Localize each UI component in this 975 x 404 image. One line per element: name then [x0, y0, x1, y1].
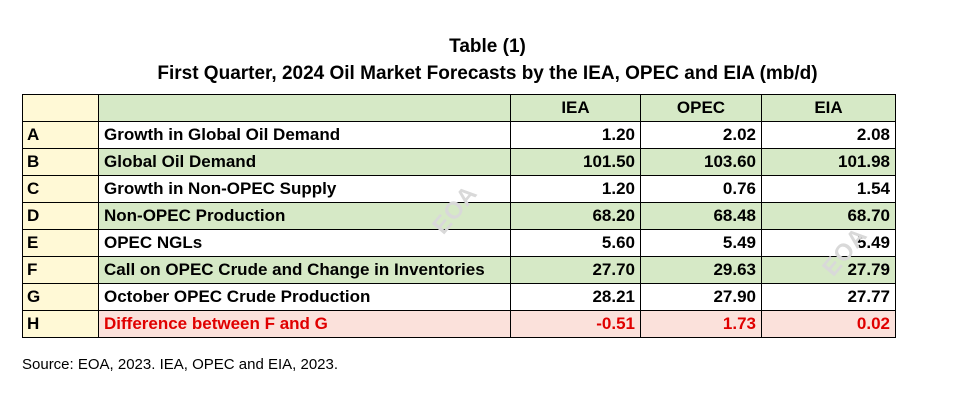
row-letter: E [22, 229, 99, 257]
value-eia: 5.49 [761, 229, 896, 257]
row-label: Non-OPEC Production [98, 202, 511, 230]
table-row: F Call on OPEC Crude and Change in Inven… [22, 256, 896, 284]
value-eia: 0.02 [761, 310, 896, 338]
value-eia: 27.77 [761, 283, 896, 311]
table-title: Table (1) [449, 36, 526, 57]
value-eia: 1.54 [761, 175, 896, 203]
value-opec: 27.90 [640, 283, 762, 311]
table-row: D Non-OPEC Production 68.20 68.48 68.70 [22, 202, 896, 230]
table-row: C Growth in Non-OPEC Supply 1.20 0.76 1.… [22, 175, 896, 203]
value-eia: 27.79 [761, 256, 896, 284]
header-label-cell [98, 94, 511, 122]
value-iea: 1.20 [510, 121, 641, 149]
table-subtitle: First Quarter, 2024 Oil Market Forecasts… [157, 63, 818, 84]
value-opec: 5.49 [640, 229, 762, 257]
value-opec: 2.02 [640, 121, 762, 149]
row-label: Growth in Global Oil Demand [98, 121, 511, 149]
value-iea: 1.20 [510, 175, 641, 203]
value-eia: 2.08 [761, 121, 896, 149]
table-row: E OPEC NGLs 5.60 5.49 5.49 [22, 229, 896, 257]
row-label: OPEC NGLs [98, 229, 511, 257]
value-eia: 101.98 [761, 148, 896, 176]
row-label: Difference between F and G [98, 310, 511, 338]
table-row: B Global Oil Demand 101.50 103.60 101.98 [22, 148, 896, 176]
value-iea: 68.20 [510, 202, 641, 230]
header-letter-cell [22, 94, 99, 122]
value-iea: -0.51 [510, 310, 641, 338]
value-opec: 29.63 [640, 256, 762, 284]
value-iea: 101.50 [510, 148, 641, 176]
row-label: Call on OPEC Crude and Change in Invento… [98, 256, 511, 284]
row-letter: A [22, 121, 99, 149]
header-eia: EIA [761, 94, 896, 122]
value-opec: 68.48 [640, 202, 762, 230]
row-letter: F [22, 256, 99, 284]
row-label: Growth in Non-OPEC Supply [98, 175, 511, 203]
value-iea: 28.21 [510, 283, 641, 311]
header-iea: IEA [510, 94, 641, 122]
table-row: G October OPEC Crude Production 28.21 27… [22, 283, 896, 311]
value-opec: 103.60 [640, 148, 762, 176]
row-letter: G [22, 283, 99, 311]
header-opec: OPEC [640, 94, 762, 122]
row-letter: B [22, 148, 99, 176]
source-note: Source: EOA, 2023. IEA, OPEC and EIA, 20… [22, 356, 339, 373]
value-iea: 27.70 [510, 256, 641, 284]
table-row: H Difference between F and G -0.51 1.73 … [22, 310, 896, 338]
forecast-table: IEA OPEC EIA A Growth in Global Oil Dema… [22, 94, 896, 338]
header-row: IEA OPEC EIA [22, 94, 896, 122]
value-iea: 5.60 [510, 229, 641, 257]
row-letter: H [22, 310, 99, 338]
value-opec: 1.73 [640, 310, 762, 338]
row-label: October OPEC Crude Production [98, 283, 511, 311]
value-eia: 68.70 [761, 202, 896, 230]
row-letter: C [22, 175, 99, 203]
value-opec: 0.76 [640, 175, 762, 203]
table-row: A Growth in Global Oil Demand 1.20 2.02 … [22, 121, 896, 149]
row-letter: D [22, 202, 99, 230]
row-label: Global Oil Demand [98, 148, 511, 176]
